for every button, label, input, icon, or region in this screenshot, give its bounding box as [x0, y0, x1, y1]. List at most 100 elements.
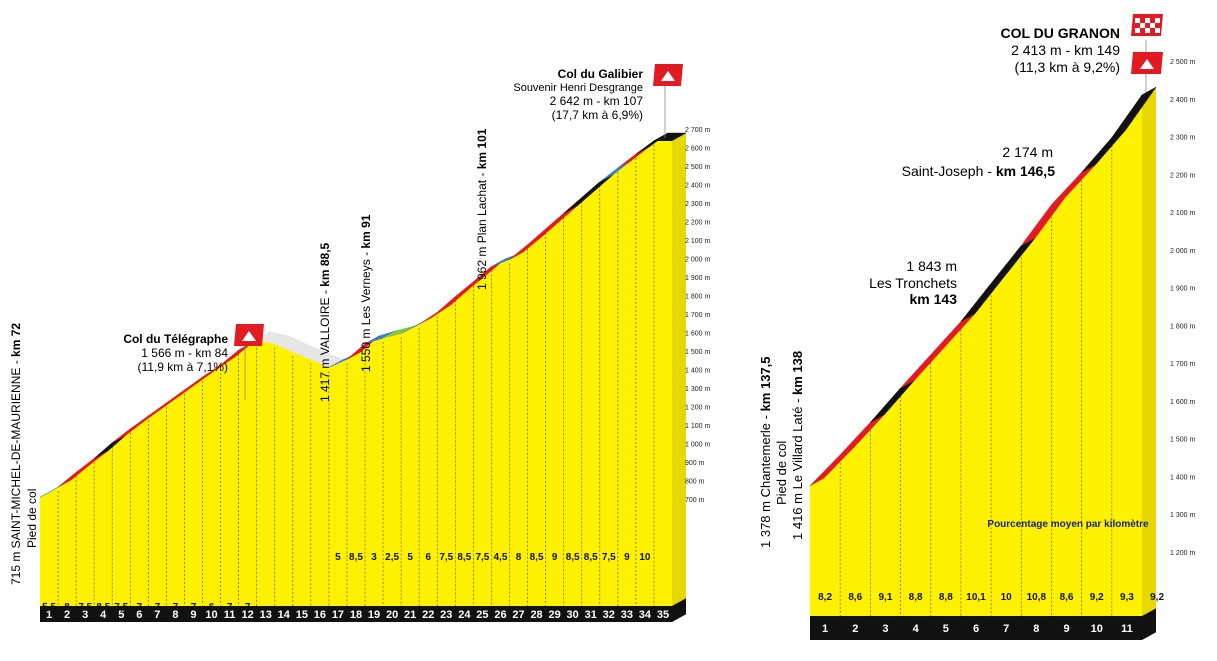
- km-label: 12: [242, 609, 254, 621]
- km-label: 5: [118, 609, 124, 621]
- waypoint-telegraphe-climb: (11,9 km à 7,1%): [138, 360, 228, 374]
- altitude-tick-label: 2 600 m: [685, 146, 710, 153]
- waypoint-tronchets-alt: 1 843 m: [906, 258, 957, 274]
- km-label: 8: [1033, 623, 1039, 635]
- segment-grade-label: 8,8: [939, 592, 953, 603]
- km-label: 6: [973, 623, 979, 635]
- altitude-tick-label: 900 m: [685, 460, 705, 467]
- waypoint-galibier-climb: (17,7 km à 6,9%): [552, 108, 643, 122]
- segment-grade-label: 8: [64, 602, 70, 613]
- km-label: 6: [136, 609, 142, 621]
- altitude-tick-label: 1 300 m: [1170, 512, 1195, 519]
- altitude-tick-label: 800 m: [685, 479, 705, 486]
- waypoint-start-km: km 72: [9, 323, 23, 357]
- segment-grade-label: 10: [1001, 592, 1013, 603]
- segment-grade-label: 8,6: [1060, 592, 1074, 603]
- waypoint-tronchets-km: km 143: [910, 291, 958, 307]
- segment-grade-label: 8,5: [457, 552, 471, 563]
- flag-mountain: [661, 71, 675, 81]
- mountain-flag-icon: [653, 64, 683, 86]
- altitude-tick-label: 1 700 m: [1170, 361, 1195, 368]
- altitude-tick-label: 2 000 m: [1170, 248, 1195, 255]
- km-label: 3: [882, 623, 888, 635]
- altitude-tick-label: 2 100 m: [685, 238, 710, 245]
- profile-segment-band: [1111, 86, 1157, 138]
- profile-end-face: [672, 133, 686, 606]
- segment-grade-label: 6: [209, 602, 215, 613]
- segment-grade-label: 7,5: [78, 602, 92, 613]
- altitude-tick-label: 1 900 m: [685, 275, 710, 282]
- waypoint-stjoseph-km: km 146,5: [996, 163, 1055, 179]
- profile-segment-band: [653, 132, 687, 141]
- waypoint-stjoseph-name: Saint-Joseph -: [902, 163, 996, 179]
- flag-check: [1150, 23, 1155, 28]
- km-label: 21: [404, 609, 416, 621]
- km-label: 9: [1063, 623, 1069, 635]
- segment-grade-label: 8,5: [584, 552, 598, 563]
- altitude-tick-label: 1 400 m: [685, 368, 710, 375]
- flag-check: [1155, 18, 1160, 23]
- waypoint-galibier-alt: 2 642 m - km 107: [550, 94, 644, 108]
- profile-area: [40, 140, 672, 607]
- km-label: 22: [422, 609, 434, 621]
- waypoint-verneys-label: 1 550 m Les Verneys - km 91: [359, 214, 373, 372]
- km-label: 32: [603, 609, 615, 621]
- km-label: 2: [852, 623, 858, 635]
- waypoint-villard-label: 1 416 m Le Villard Laté - km 138: [790, 351, 805, 540]
- km-label: 26: [494, 609, 506, 621]
- waypoint-planlachat-name: 1 962 m Plan Lachat -: [475, 169, 489, 290]
- segment-grade-label: 3: [371, 552, 377, 563]
- segment-grade-label: 8,2: [818, 592, 832, 603]
- flag-check: [1145, 18, 1150, 23]
- waypoint-stjoseph-alt: 2 174 m: [1002, 144, 1053, 160]
- km-label: 13: [260, 609, 272, 621]
- flag-check: [1155, 28, 1160, 33]
- km-base-strip: [810, 608, 1156, 640]
- waypoint-valloire-km: km 88,5: [318, 242, 332, 286]
- waypoint-start-name: 715 m SAINT-MICHEL-DE-MAURIENNE -: [9, 357, 23, 585]
- altitude-tick-label: 2 300 m: [1170, 135, 1195, 142]
- waypoint-chantemerle-name: 1 378 m Chantemerle -: [758, 411, 773, 548]
- waypoint-telegraphe-title: Col du Télégraphe: [123, 332, 228, 346]
- segment-grade-label: 5,5: [42, 602, 56, 613]
- waypoint-telegraphe-alt: 1 566 m - km 84: [141, 346, 228, 360]
- altitude-tick-label: 2 200 m: [685, 220, 710, 227]
- segment-grade-label: 7: [191, 602, 197, 613]
- segment-grade-label: 9: [552, 552, 558, 563]
- km-label: 20: [386, 609, 398, 621]
- altitude-tick-label: 2 200 m: [1170, 172, 1195, 179]
- altitude-tick-label: 2 000 m: [685, 257, 710, 264]
- altitude-tick-label: 2 500 m: [685, 164, 710, 171]
- segment-grade-label: 8,5: [566, 552, 580, 563]
- profile-end-face: [1142, 87, 1156, 616]
- km-label: 24: [458, 609, 471, 621]
- km-label: 27: [512, 609, 524, 621]
- km-label: 1: [822, 623, 828, 635]
- segment-grade-label: 7: [245, 602, 251, 613]
- flag-check: [1140, 23, 1145, 28]
- km-label: 4: [913, 623, 920, 635]
- segment-grade-label: 7,5: [602, 552, 616, 563]
- segment-grade-label: 5: [407, 552, 413, 563]
- km-label: 33: [621, 609, 633, 621]
- chart-granon: 1 2 3 4 5 6 7 8 9 10 11 8,2 8,6 9,1 8,8 8,8 10,1 10 10,8 8,…: [758, 14, 1195, 640]
- altitude-tick-label: 1 200 m: [685, 405, 710, 412]
- km-label: 10: [1091, 623, 1103, 635]
- profile-area: [810, 94, 1142, 616]
- segment-grade-label: 7,5: [439, 552, 453, 563]
- altitude-tick-label: 1 800 m: [685, 294, 710, 301]
- km-label: 5: [943, 623, 949, 635]
- km-label: 35: [657, 609, 669, 621]
- km-label: 31: [585, 609, 597, 621]
- segment-grade-label: 9,3: [1120, 592, 1134, 603]
- altitude-tick-label: 1 600 m: [685, 331, 710, 338]
- segment-grade-label: 7,5: [114, 602, 128, 613]
- segment-grade-label: 8,5: [349, 552, 363, 563]
- km-label: 18: [350, 609, 362, 621]
- waypoint-verneys-km: km 91: [359, 214, 373, 248]
- segment-grade-label: 8: [516, 552, 522, 563]
- km-label: 4: [100, 609, 107, 621]
- km-label: 25: [476, 609, 488, 621]
- altitude-tick-label: 1 900 m: [1170, 286, 1195, 293]
